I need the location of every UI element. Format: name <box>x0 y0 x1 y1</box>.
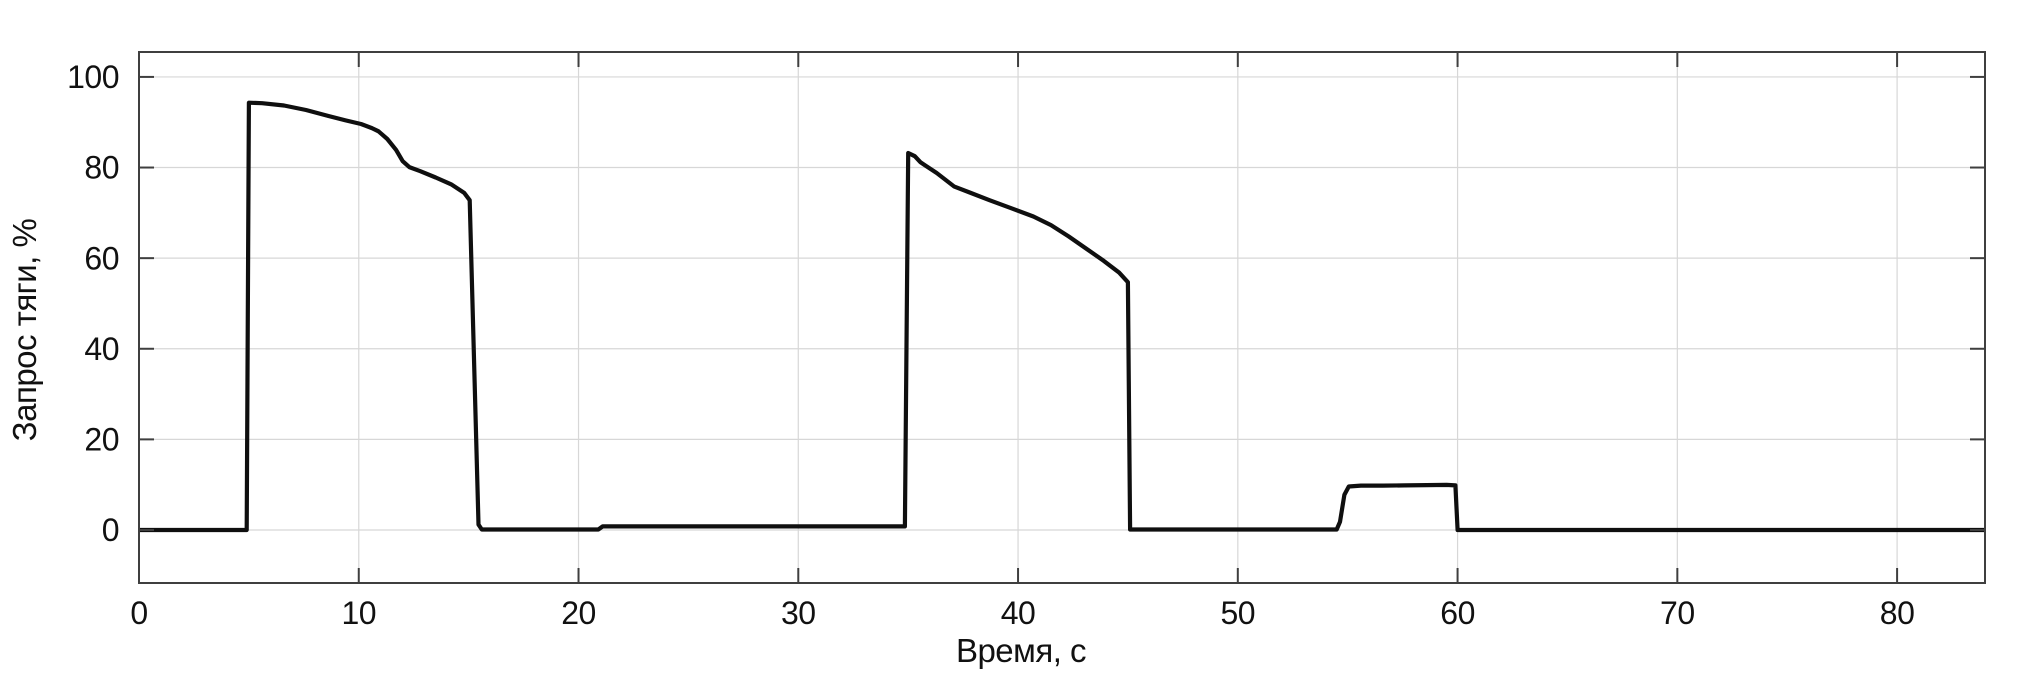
y-tick-labels: 0 20 40 60 80 100 <box>67 59 119 548</box>
x-tick-label: 40 <box>1001 595 1036 631</box>
x-tick-label: 10 <box>341 595 376 631</box>
x-tick-labels: 0 10 20 30 40 50 60 70 80 <box>130 595 1915 631</box>
series-lines <box>139 100 1985 533</box>
y-tick-label: 0 <box>102 512 119 548</box>
gridlines <box>138 52 1985 583</box>
x-axis-title: Время, с <box>956 632 1086 669</box>
y-tick-label: 40 <box>84 331 119 367</box>
x-tick-label: 60 <box>1440 595 1475 631</box>
y-tick-label: 80 <box>84 150 119 186</box>
y-tick-label: 20 <box>84 422 119 458</box>
x-tick-label: 70 <box>1660 595 1695 631</box>
x-tick-label: 30 <box>781 595 816 631</box>
y-tick-label: 60 <box>84 240 119 276</box>
x-tick-label: 20 <box>561 595 596 631</box>
y-tick-label: 100 <box>67 59 119 95</box>
axis-ticks <box>138 52 1985 583</box>
x-tick-label: 0 <box>130 595 147 631</box>
plot-border <box>138 51 1986 584</box>
x-tick-label: 80 <box>1880 595 1915 631</box>
x-tick-label: 50 <box>1221 595 1256 631</box>
thrust-request-line <box>139 100 1985 533</box>
y-axis-title: Запрос тяги, % <box>6 219 43 442</box>
